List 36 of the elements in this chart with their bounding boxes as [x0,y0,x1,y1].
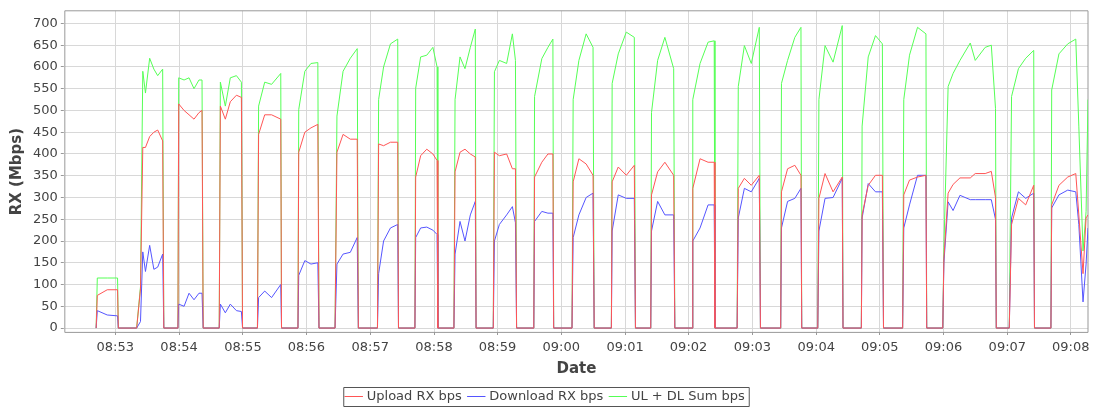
x-tick-label: 08:54 [160,338,198,354]
y-tick-label: 250 [32,210,58,226]
x-tick-label: 09:01 [606,338,644,354]
x-tick-label: 09:06 [924,338,963,354]
x-tick-label: 08:53 [96,338,134,354]
y-tick-label: 100 [32,275,58,291]
y-tick-label: 450 [32,123,58,139]
x-tick-label: 09:04 [797,338,835,354]
y-tick-label: 200 [32,232,58,248]
y-tick-label: 350 [32,167,58,183]
y-tick-label: 700 [32,14,58,30]
y-axis-title: RX (Mbps) [6,127,25,216]
x-tick-label: 09:05 [860,338,899,354]
x-tick-label: 08:57 [351,338,389,354]
legend-label: UL + DL Sum bps [630,387,745,403]
y-tick-label: 0 [49,319,58,335]
x-tick-label: 08:59 [478,338,517,354]
legend-label: Upload RX bps [366,387,463,403]
y-tick-label: 400 [32,145,58,161]
x-tick-label: 08:56 [287,338,326,354]
x-tick-label: 08:55 [224,338,262,354]
x-tick-label: 09:07 [988,338,1027,354]
legend-label: Download RX bps [489,387,604,403]
x-axis-title: Date [556,358,597,377]
x-tick-label: 09:03 [733,338,772,354]
x-tick-label: 09:00 [542,338,581,354]
y-tick-label: 650 [32,36,58,52]
y-tick-label: 150 [32,254,58,270]
x-tick-label: 09:02 [669,338,708,354]
y-tick-label: 600 [32,58,58,74]
y-tick-label: 550 [32,80,58,96]
x-tick-label: 08:58 [415,338,453,354]
y-tick-label: 300 [32,188,58,204]
y-tick-label: 50 [41,297,58,313]
y-tick-label: 500 [32,101,58,117]
x-tick-label: 09:08 [1052,338,1090,354]
